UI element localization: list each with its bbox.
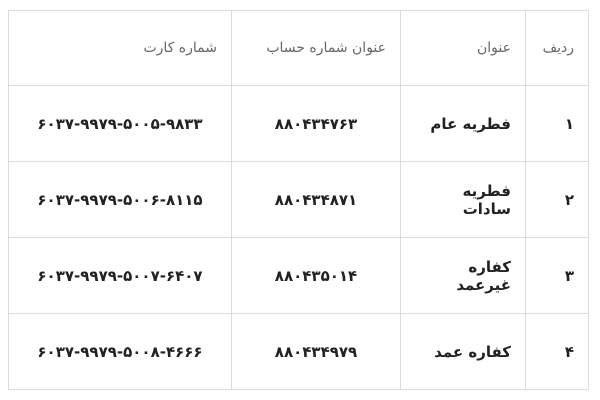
table-cell: ۸۸۰۴۳۴۷۶۳ bbox=[231, 85, 401, 162]
table-cell: ۴ bbox=[525, 313, 589, 390]
header-cell: عنوان bbox=[400, 10, 526, 86]
table-row: ۴ کفاره عمد ۸۸۰۴۳۴۹۷۹ ۶۰۳۷-۹۹۷۹-۵۰۰۸-۴۶۶۶ bbox=[8, 313, 589, 390]
table-row: ۱ فطریه عام ۸۸۰۴۳۴۷۶۳ ۶۰۳۷-۹۹۷۹-۵۰۰۵-۹۸۳۳ bbox=[8, 85, 589, 162]
table-cell: ۲ bbox=[525, 161, 589, 238]
table-cell: ۸۸۰۴۳۵۰۱۴ bbox=[231, 237, 401, 314]
table-cell: ۱ bbox=[525, 85, 589, 162]
table-cell: ۸۸۰۴۳۴۸۷۱ bbox=[231, 161, 401, 238]
table-cell: ۳ bbox=[525, 237, 589, 314]
table-row: ۲ فطریه سادات ۸۸۰۴۳۴۸۷۱ ۶۰۳۷-۹۹۷۹-۵۰۰۶-۸۱۱۵ bbox=[8, 161, 589, 238]
header-cell: عنوان شماره حساب bbox=[231, 10, 401, 86]
table-cell: ۸۸۰۴۳۴۹۷۹ bbox=[231, 313, 401, 390]
table-cell: فطریه عام bbox=[400, 85, 526, 162]
table-body: ۱ فطریه عام ۸۸۰۴۳۴۷۶۳ ۶۰۳۷-۹۹۷۹-۵۰۰۵-۹۸۳۳ ۲ ف… bbox=[8, 85, 589, 390]
table-cell: ۶۰۳۷-۹۹۷۹-۵۰۰۶-۸۱۱۵ bbox=[8, 161, 232, 238]
table-row: ۳ کفاره غیرعمد ۸۸۰۴۳۵۰۱۴ ۶۰۳۷-۹۹۷۹-۵۰۰۷-۶۴۰… bbox=[8, 237, 589, 314]
header-cell: ردیف bbox=[525, 10, 589, 86]
header-cell: شماره کارت bbox=[8, 10, 232, 86]
table-cell: فطریه سادات bbox=[400, 161, 526, 238]
table-cell: ۶۰۳۷-۹۹۷۹-۵۰۰۵-۹۸۳۳ bbox=[8, 85, 232, 162]
table-cell: ۶۰۳۷-۹۹۷۹-۵۰۰۸-۴۶۶۶ bbox=[8, 313, 232, 390]
table-cell: کفاره عمد bbox=[400, 313, 526, 390]
header-row: ردیف عنوان عنوان شماره حساب شماره کارت bbox=[8, 10, 589, 86]
table-cell: ۶۰۳۷-۹۹۷۹-۵۰۰۷-۶۴۰۷ bbox=[8, 237, 232, 314]
table-cell: کفاره غیرعمد bbox=[400, 237, 526, 314]
accounts-table: ردیف عنوان عنوان شماره حساب شماره کارت ۱ فطر… bbox=[8, 10, 589, 390]
